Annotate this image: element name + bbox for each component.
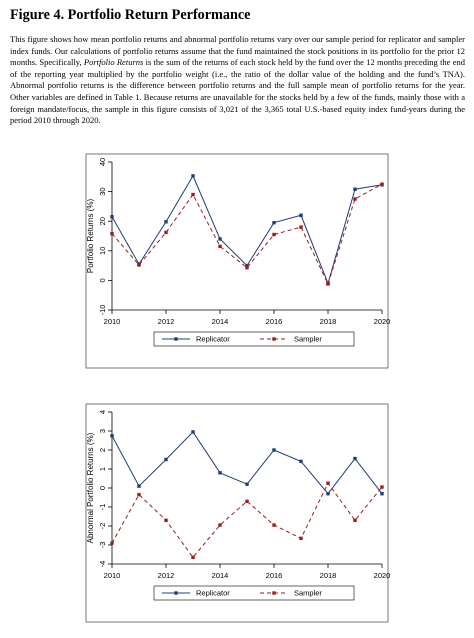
- y-tick-label: -2: [98, 523, 107, 530]
- data-point-sampler: [326, 481, 330, 485]
- legend-entry: Replicator: [196, 589, 230, 598]
- data-point-sampler: [299, 536, 303, 541]
- x-tick-label: 2010: [104, 317, 121, 326]
- data-point-replicator: [110, 215, 114, 219]
- data-point-sampler: [353, 197, 357, 201]
- abnormal-returns-chart: -4 -3 -2 -1 0 1 2 3 4 Abnormal Portfolio Returns …: [82, 400, 392, 626]
- y-tick-label: 20: [98, 217, 107, 225]
- y-axis-label: Portfolio Returns (%): [86, 199, 95, 274]
- figure-title: Figure 4. Portfolio Return Performance: [10, 7, 251, 23]
- data-point-sampler: [272, 523, 276, 527]
- data-point-replicator: [380, 492, 384, 496]
- data-point-sampler: [218, 244, 222, 249]
- series-line-sampler: [111, 482, 383, 559]
- data-point-replicator: [191, 430, 195, 434]
- y-tick-label: -1: [98, 504, 107, 511]
- y-tick-label: 10: [98, 247, 107, 255]
- data-point-replicator: [164, 220, 168, 224]
- x-tick-label: 2014: [212, 317, 229, 326]
- data-point-sampler: [380, 485, 384, 489]
- data-point-replicator: [191, 174, 195, 178]
- portfolio-returns-chart: -10 0 10 20 30 40 Portfolio Returns (%) 2010 201…: [82, 150, 392, 372]
- data-point-replicator: [218, 237, 222, 241]
- data-point-replicator: [272, 448, 276, 452]
- legend-box: [153, 331, 355, 347]
- data-point-replicator: [218, 471, 222, 475]
- data-point-sampler: [191, 192, 195, 197]
- data-point-sampler: [245, 499, 249, 503]
- x-tick-label: 2016: [266, 571, 283, 580]
- y-tick-label: 30: [98, 187, 107, 195]
- data-point-sampler: [137, 492, 141, 497]
- y-tick-label: 1: [98, 467, 107, 471]
- legend-entry: Replicator: [196, 335, 230, 344]
- data-point-sampler: [245, 265, 249, 270]
- data-point-replicator: [245, 263, 249, 268]
- data-point-sampler: [272, 232, 276, 237]
- y-tick-label: -10: [98, 305, 107, 316]
- data-point-replicator: [353, 187, 357, 191]
- y-tick-label: 0: [98, 486, 107, 490]
- data-point-sampler: [137, 263, 141, 267]
- data-point-sampler: [380, 182, 384, 186]
- legend-swatch-marker: [272, 337, 276, 341]
- y-tick-label: 3: [98, 429, 107, 433]
- data-point-sampler: [191, 555, 195, 560]
- y-tick-label: -4: [98, 561, 107, 568]
- data-point-sampler: [110, 541, 114, 545]
- x-tick-label: 2014: [212, 571, 229, 580]
- data-point-sampler: [353, 518, 357, 522]
- data-point-replicator: [299, 459, 303, 464]
- data-point-replicator: [326, 492, 330, 496]
- data-point-sampler: [326, 282, 330, 286]
- y-tick-label: 2: [98, 448, 107, 452]
- data-point-replicator: [272, 220, 276, 225]
- caption-part-2: is the sum of the returns of each stock …: [10, 57, 466, 126]
- legend-swatch-marker: [272, 591, 276, 595]
- y-tick-label: 40: [98, 158, 107, 166]
- y-tick-label: -3: [98, 542, 107, 549]
- legend-box: [153, 585, 355, 601]
- data-point-sampler: [164, 230, 168, 235]
- legend-swatch-marker: [174, 591, 178, 595]
- x-tick-label: 2018: [320, 571, 337, 580]
- y-tick-label: 4: [98, 410, 107, 414]
- x-tick-label: 2012: [158, 317, 175, 326]
- data-point-replicator: [299, 213, 303, 217]
- y-axis-label: Abnormal Portfolio Returns (%): [86, 432, 95, 543]
- abnormal-returns-svg: -4 -3 -2 -1 0 1 2 3 4 Abnormal Portfolio Returns …: [85, 403, 391, 623]
- x-tick-label: 2020: [374, 571, 391, 580]
- x-tick-label: 2016: [266, 317, 283, 326]
- legend-entry: Sampler: [294, 335, 322, 344]
- figure-caption: This figure shows how mean portfolio ret…: [10, 34, 465, 127]
- x-tick-label: 2010: [104, 571, 121, 580]
- data-point-sampler: [110, 231, 114, 236]
- x-tick-label: 2020: [374, 317, 391, 326]
- data-point-sampler: [299, 225, 303, 229]
- series-line-sampler: [111, 183, 383, 286]
- data-point-sampler: [164, 518, 168, 522]
- caption-emphasis: Portfolio Returns: [83, 57, 144, 68]
- chart-frame: [85, 153, 389, 369]
- legend-swatch-marker: [174, 337, 178, 341]
- caption-part-1: This figure shows how mean portfolio ret…: [10, 34, 465, 68]
- x-tick-label: 2018: [320, 317, 337, 326]
- y-tick-label: 0: [98, 278, 107, 282]
- data-point-replicator: [353, 456, 357, 461]
- data-point-replicator: [245, 482, 249, 486]
- data-point-sampler: [218, 523, 222, 527]
- portfolio-returns-svg: -10 0 10 20 30 40 Portfolio Returns (%) 2010 201…: [85, 153, 391, 369]
- data-point-replicator: [164, 457, 168, 462]
- x-tick-label: 2012: [158, 571, 175, 580]
- legend-entry: Sampler: [294, 589, 322, 598]
- chart-frame: [85, 403, 389, 623]
- data-point-replicator: [110, 434, 114, 438]
- data-point-replicator: [137, 484, 141, 488]
